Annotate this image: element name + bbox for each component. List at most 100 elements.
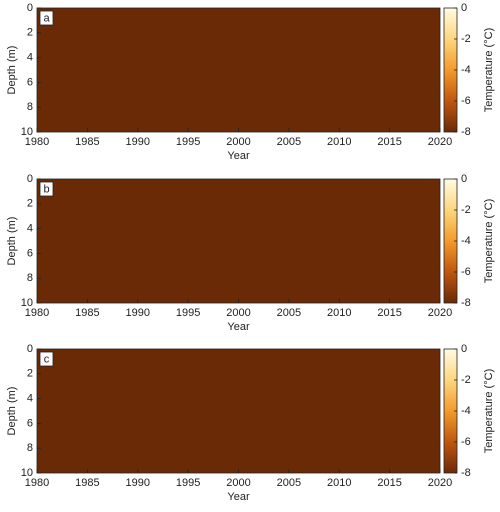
x-tick-label: 1995 [176, 136, 200, 148]
y-tick-label: 4 [27, 223, 33, 235]
freeze-tongue [217, 8, 226, 101]
heatmap [46, 179, 440, 266]
freeze-tongue [268, 8, 276, 95]
freeze-tongue [157, 349, 165, 424]
freeze-tongue [328, 349, 337, 430]
freeze-tongue [217, 179, 226, 248]
freeze-tongue [348, 179, 357, 241]
x-tick-label: 1990 [126, 307, 150, 319]
freeze-tongue [197, 179, 206, 241]
freeze-tongue [187, 349, 196, 436]
freeze-tongue [308, 179, 317, 254]
freeze-tongue [237, 349, 246, 442]
freeze-tongue [137, 8, 145, 89]
freeze-tongue [248, 8, 256, 95]
freeze-tongue [338, 8, 347, 101]
freeze-tongue [187, 179, 196, 260]
freeze-tongue [177, 349, 186, 418]
y-tick-label: 6 [27, 76, 33, 88]
freeze-tongue [127, 349, 135, 418]
freeze-tongue [96, 8, 105, 114]
x-tick-label: 2020 [428, 307, 452, 319]
freeze-tongue [197, 349, 206, 418]
freeze-tongue [409, 349, 417, 405]
x-tick-label: 2000 [226, 307, 250, 319]
colorbar-tick-label: -4 [461, 235, 471, 247]
freeze-tongue [298, 179, 307, 235]
freeze-tongue [207, 179, 216, 235]
y-tick-label: 4 [27, 52, 33, 64]
freeze-tongue [278, 8, 286, 114]
x-tick-label: 1990 [126, 136, 150, 148]
freeze-tongue [328, 8, 337, 108]
freeze-tongue [409, 179, 417, 229]
freeze-tongue [66, 179, 75, 248]
freeze-tongue [66, 349, 75, 424]
freeze-tongue [248, 179, 256, 241]
x-tick-label: 1985 [75, 136, 99, 148]
freeze-tongue [258, 349, 266, 424]
freeze-tongue [137, 349, 145, 411]
freeze-tongue [419, 179, 427, 223]
y-tick-label: 6 [27, 417, 33, 429]
colorbar-tick-label: -2 [461, 204, 471, 216]
freeze-tongue [96, 349, 105, 436]
freeze-tongue [167, 8, 176, 108]
colorbar-label: Temperature (°C) [483, 199, 495, 283]
freeze-tongue [56, 349, 65, 411]
freeze-tongue [117, 349, 125, 442]
y-tick-label: 8 [27, 272, 33, 284]
freeze-tongue [268, 349, 276, 418]
y-tick-label: 2 [27, 368, 33, 380]
freeze-tongue [237, 8, 246, 120]
freeze-tongue [127, 8, 135, 95]
freeze-tongue [147, 8, 155, 108]
freeze-tongue [368, 8, 377, 89]
freeze-tongue [298, 349, 307, 411]
freeze-tongue [96, 179, 105, 260]
freeze-tongue [66, 8, 75, 101]
freeze-tongue [389, 179, 397, 241]
freeze-tongue [278, 179, 286, 260]
panel-label: b [43, 183, 49, 195]
panel-label-box [39, 181, 54, 197]
x-tick-label: 1980 [25, 136, 49, 148]
y-tick-label: 2 [27, 27, 33, 39]
panel-label: c [44, 353, 50, 365]
colorbar-label: Temperature (°C) [483, 369, 495, 453]
panel-label: a [43, 12, 50, 24]
y-axis-label: Depth (m) [6, 217, 18, 266]
y-axis-label: Depth (m) [6, 387, 18, 436]
heatmap [46, 8, 440, 120]
freeze-tongue [76, 8, 85, 108]
freeze-tongue [429, 8, 437, 83]
x-tick-label: 2015 [377, 307, 401, 319]
x-tick-label: 1985 [75, 307, 99, 319]
x-axis-label: Year [227, 321, 250, 333]
freeze-tongue [86, 8, 95, 95]
freeze-tongue [197, 8, 206, 95]
freeze-tongue [157, 8, 165, 101]
x-tick-label: 2020 [428, 477, 452, 489]
colorbar-tick-label: -4 [461, 64, 471, 76]
colorbar-tick-label: -2 [461, 374, 471, 386]
freeze-tongue [147, 349, 155, 430]
freeze-tongue [368, 349, 377, 411]
freeze-tongue [348, 349, 357, 418]
freeze-tongue [107, 8, 115, 101]
freeze-tongue [76, 349, 85, 430]
y-tick-label: 10 [21, 467, 33, 479]
x-tick-label: 2005 [277, 136, 301, 148]
x-axis-label: Year [227, 491, 250, 503]
y-tick-label: 8 [27, 442, 33, 454]
freeze-tongue [419, 8, 427, 77]
colorbar-tick-label: 0 [461, 343, 467, 355]
freeze-tongue [86, 179, 95, 241]
freeze-tongue [308, 8, 317, 108]
colorbar-tick-label: -4 [461, 405, 471, 417]
freeze-tongue [358, 8, 367, 114]
freeze-tongue [167, 349, 176, 430]
freeze-tongue [137, 179, 145, 235]
freeze-tongue [358, 179, 367, 260]
freeze-tongue [288, 349, 296, 418]
